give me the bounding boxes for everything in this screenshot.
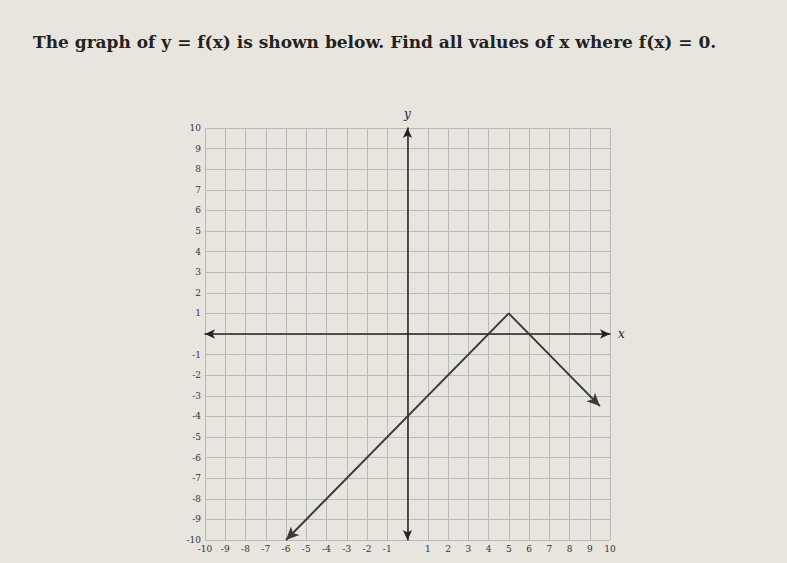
svg-text:y: y <box>403 107 411 121</box>
svg-text:The graph of y = f(x) is shown: The graph of y = f(x) is shown below. Fi… <box>33 32 716 52</box>
svg-text:-9: -9 <box>221 544 230 554</box>
svg-text:2: 2 <box>195 288 201 298</box>
svg-text:8: 8 <box>195 164 201 174</box>
svg-text:-3: -3 <box>342 544 351 554</box>
svg-text:-8: -8 <box>241 544 250 554</box>
svg-text:-1: -1 <box>383 544 392 554</box>
svg-text:-9: -9 <box>192 514 201 524</box>
svg-text:x: x <box>618 327 625 341</box>
svg-text:3: 3 <box>195 267 201 277</box>
svg-text:7: 7 <box>195 185 201 195</box>
svg-text:-4: -4 <box>192 411 201 421</box>
svg-text:9: 9 <box>587 544 593 554</box>
svg-text:-6: -6 <box>282 544 291 554</box>
svg-text:9: 9 <box>195 144 201 154</box>
svg-text:5: 5 <box>195 226 201 236</box>
svg-text:-7: -7 <box>261 544 270 554</box>
svg-text:-6: -6 <box>192 453 201 463</box>
svg-text:-5: -5 <box>192 432 201 442</box>
svg-text:-4: -4 <box>322 544 331 554</box>
svg-text:-2: -2 <box>192 370 201 380</box>
svg-text:4: 4 <box>486 544 492 554</box>
svg-text:6: 6 <box>526 544 532 554</box>
svg-text:-7: -7 <box>192 473 201 483</box>
svg-text:10: 10 <box>604 544 616 554</box>
svg-text:2: 2 <box>445 544 451 554</box>
svg-text:-2: -2 <box>363 544 372 554</box>
svg-text:8: 8 <box>567 544 573 554</box>
svg-text:-3: -3 <box>192 391 201 401</box>
svg-text:-10: -10 <box>198 544 213 554</box>
svg-text:6: 6 <box>195 205 201 215</box>
svg-text:4: 4 <box>195 247 201 257</box>
svg-text:7: 7 <box>546 544 552 554</box>
svg-text:1: 1 <box>425 544 431 554</box>
svg-text:10: 10 <box>190 123 202 133</box>
svg-text:-8: -8 <box>192 494 201 504</box>
svg-text:1: 1 <box>195 308 201 318</box>
svg-text:5: 5 <box>506 544 512 554</box>
svg-text:3: 3 <box>465 544 471 554</box>
svg-text:-10: -10 <box>186 535 201 545</box>
svg-text:-1: -1 <box>192 350 201 360</box>
svg-text:-5: -5 <box>302 544 311 554</box>
